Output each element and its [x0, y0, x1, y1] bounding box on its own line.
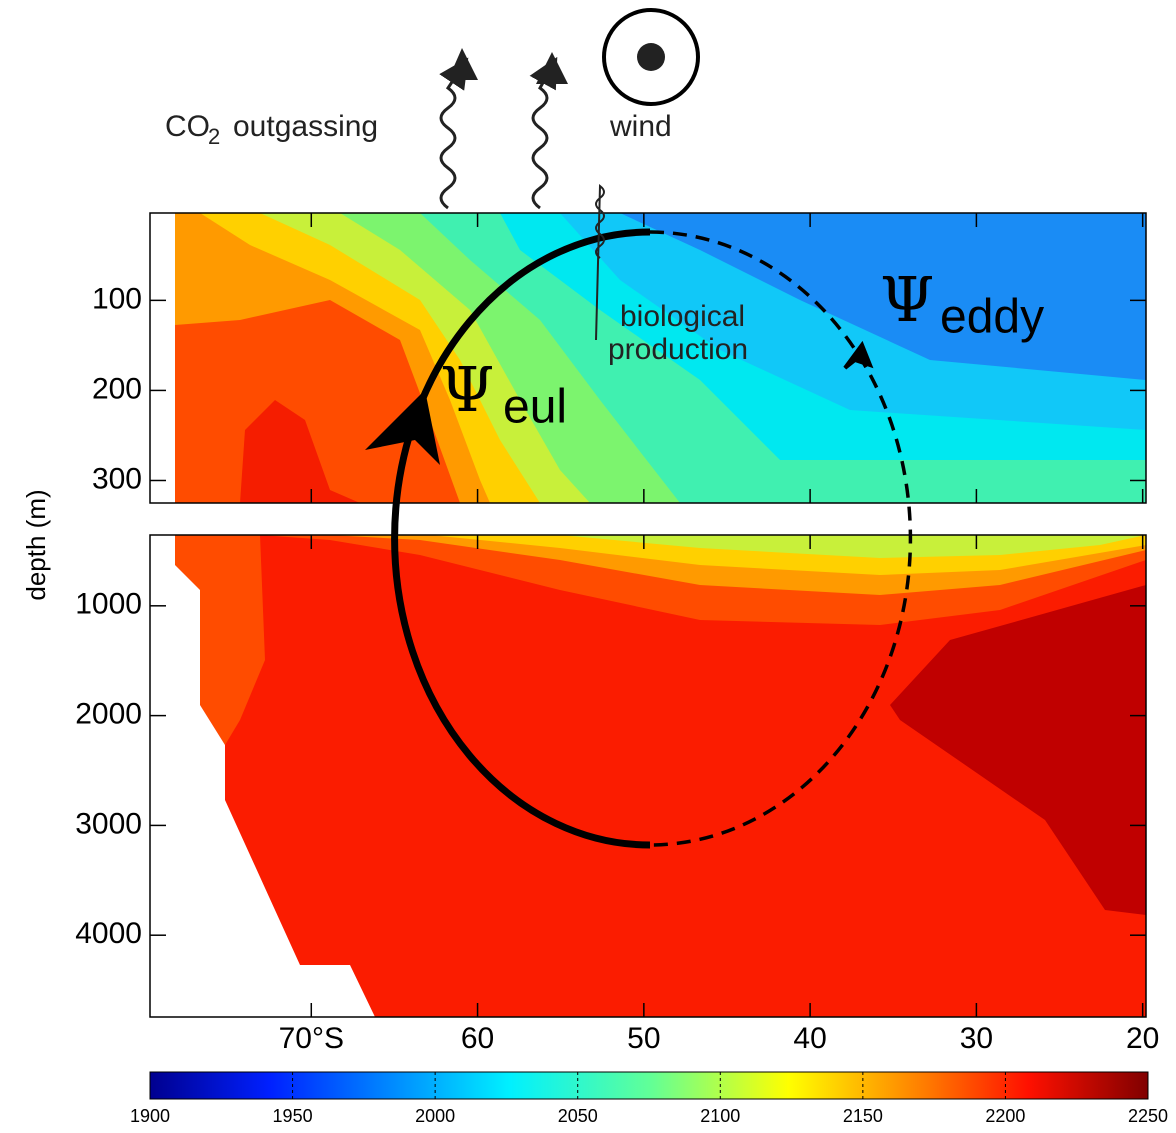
colorbar-tick-label: 1950	[273, 1106, 313, 1126]
colorbar-tick-label: 2250	[1128, 1106, 1168, 1126]
colorbar-tick-label: 2150	[843, 1106, 883, 1126]
bottom-contours	[150, 535, 1146, 1017]
colorbar-tick-label: 2050	[558, 1106, 598, 1126]
colorbar-tick-label: 2100	[700, 1106, 740, 1126]
y-tick-label: 300	[92, 462, 142, 495]
y-tick-label: 100	[92, 282, 142, 315]
x-tick-label: 50	[627, 1022, 660, 1055]
annotation: biological	[620, 300, 745, 333]
annotation: Ψ	[880, 263, 934, 336]
x-tick-label: 30	[960, 1022, 993, 1055]
annotation: 2	[208, 124, 220, 149]
annotation: wind	[609, 110, 672, 143]
annotation: outgassing	[233, 110, 378, 143]
arrowhead	[448, 48, 478, 80]
y-tick-label: 4000	[75, 917, 142, 950]
colorbar-tick-label: 2200	[985, 1106, 1025, 1126]
arrowhead	[536, 52, 568, 84]
y-axis-label: depth (m)	[21, 489, 51, 600]
annotation: production	[608, 333, 748, 366]
y-tick-label: 200	[92, 372, 142, 405]
x-tick-label: 40	[793, 1022, 826, 1055]
annotation: CO	[165, 110, 210, 143]
annotation: Ψ	[440, 353, 494, 426]
y-tick-label: 2000	[75, 698, 142, 731]
x-tick-label: 60	[461, 1022, 494, 1055]
x-tick-label: 70°S	[279, 1022, 344, 1055]
colorbar-tick-label: 2000	[415, 1106, 455, 1126]
y-tick-label: 3000	[75, 807, 142, 840]
annotation: eddy	[940, 291, 1044, 344]
y-tick-label: 1000	[75, 588, 142, 621]
colorbar-tick-label: 1900	[130, 1106, 170, 1126]
wind-dot	[637, 43, 665, 71]
figure: CO 2 outgassing wind biological producti…	[0, 0, 1176, 1128]
x-tick-label: 20	[1126, 1022, 1159, 1055]
annotation: eul	[503, 381, 567, 434]
colorbar	[150, 1072, 1148, 1099]
